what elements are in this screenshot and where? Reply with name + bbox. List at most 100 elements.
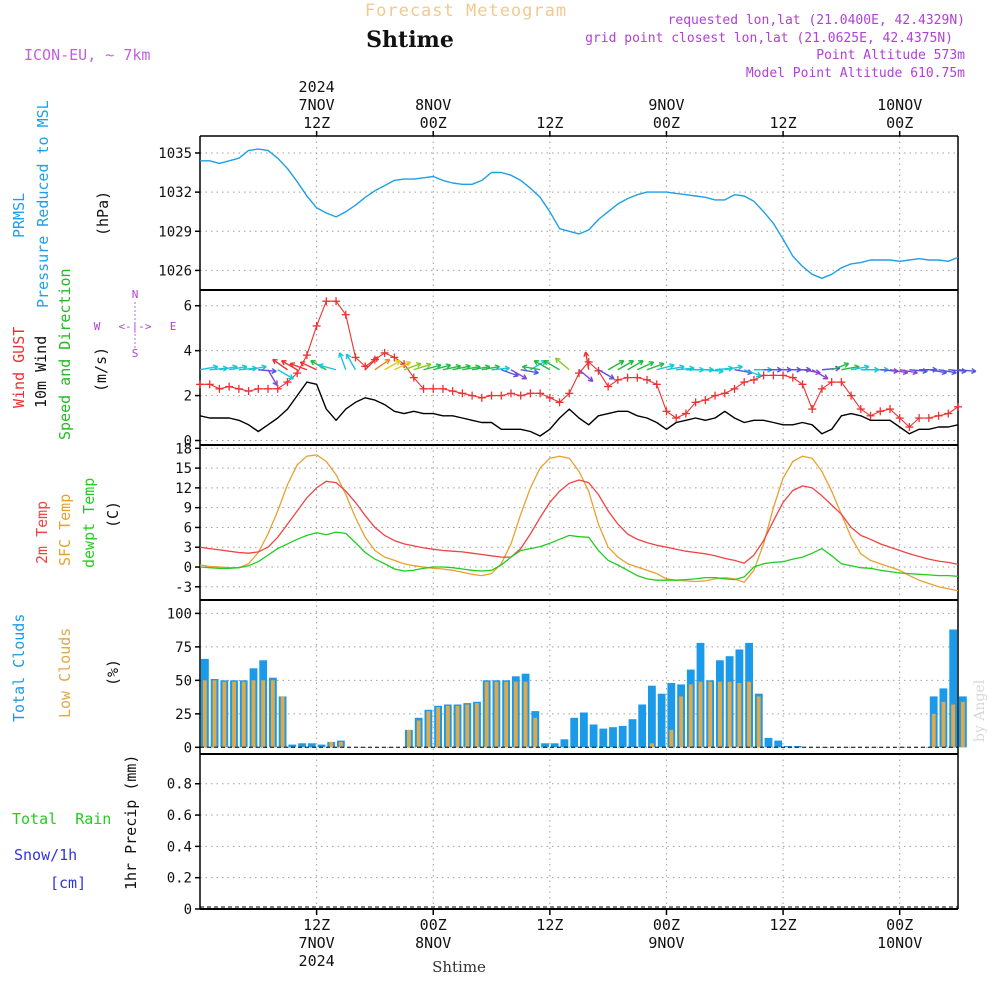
wind-gust-marker (438, 384, 447, 393)
wind-gust-marker (827, 378, 836, 387)
bottom-time-label: 12Z (536, 916, 563, 934)
wind-direction-arrow (831, 362, 850, 371)
wind-gust-marker (254, 384, 263, 393)
total-clouds-bar (550, 743, 559, 748)
low-clouds-bar (455, 705, 460, 748)
wind-10m-label: 10m Wind (32, 336, 50, 408)
wind-gust-marker (954, 402, 962, 411)
temp-ytick-label: -3 (175, 580, 192, 596)
total-clouds-bar (764, 737, 773, 748)
total-clouds-bar (580, 712, 588, 748)
wind-gust-marker (506, 389, 515, 398)
wind-ytick-label: 2 (184, 389, 192, 405)
signature: by Angel (972, 679, 988, 742)
snow-label: Snow/1h (14, 846, 77, 864)
wind-gust-marker (283, 378, 292, 387)
wind-direction-arrow (510, 369, 528, 380)
top-time-label: 12Z (770, 114, 797, 132)
precip-ytick-label: 0.2 (167, 871, 192, 887)
precip-ytick-label: 0.6 (167, 808, 192, 824)
pressure-panel: 1026 1029 1032 1035 (158, 135, 959, 290)
low-clouds-bar (951, 704, 956, 748)
wind-plot-area (200, 290, 958, 445)
total-clouds-bar (288, 744, 297, 748)
grid-point-coords: grid point closest lon,lat (21.0625E, 42… (585, 31, 953, 46)
low-clouds-bar (251, 680, 256, 748)
compass-n: N (132, 288, 139, 301)
wind-gust-marker (779, 371, 788, 380)
low-clouds-bar (445, 705, 450, 748)
total-clouds-label: Total Clouds (10, 614, 28, 722)
wind-gust-marker (584, 357, 593, 366)
wind-gust-marker (837, 378, 846, 387)
bottom-time-label: 10NOV (877, 934, 922, 952)
wind-gust-marker (856, 405, 865, 414)
temp-ytick-label: 15 (175, 461, 192, 477)
total-clouds-bar (793, 746, 802, 748)
low-clouds-bar (232, 681, 236, 748)
wind-gust-marker (613, 375, 622, 384)
wind-gust-marker (390, 353, 399, 362)
wind-10m-line (199, 381, 959, 437)
wind-gust-marker (604, 382, 613, 391)
wind-direction-label: Speed and Direction (56, 268, 74, 440)
wind-direction-arrow (280, 360, 298, 371)
temperature-panel: -3 0 3 6 9 12 15 18 (175, 441, 959, 600)
low-clouds-bar (222, 681, 227, 748)
wind-gust-marker (477, 393, 486, 402)
wind-gust-marker (876, 407, 885, 416)
wind-direction-arrow (318, 363, 337, 371)
clouds-plot-area (200, 600, 958, 754)
wind-gust-marker (225, 382, 234, 391)
wind-direction-arrow (345, 353, 357, 371)
wind-gust-marker (788, 373, 797, 382)
wind-gust-marker (701, 396, 710, 405)
pressure-ytick-label: 1035 (158, 146, 192, 162)
low-clouds-bar (241, 681, 246, 748)
temp-sfc-label: SFC Temp (56, 494, 74, 566)
top-time-label: 7NOV (299, 96, 335, 114)
total-clouds-bar (609, 727, 617, 748)
wind-gust-marker (429, 384, 438, 393)
top-time-label: 10NOV (877, 96, 922, 114)
clouds-ytick-label: 0 (184, 740, 192, 756)
wind-direction-arrow (811, 369, 829, 380)
wind-direction-arrow (258, 367, 277, 374)
low-clouds-bar (533, 717, 538, 748)
wind-gust-marker (915, 414, 924, 423)
wind-gust-marker (672, 414, 681, 423)
low-clouds-bar (484, 681, 489, 748)
pressure-ytick-label: 1029 (158, 224, 192, 240)
snow-unit-label: [cm] (50, 874, 86, 892)
wind-direction-arrow (403, 362, 422, 371)
wind-direction-arrow (598, 369, 615, 380)
wind-gust-marker (322, 297, 331, 306)
model-point-altitude: Model Point Altitude 610.75m (746, 66, 965, 81)
total-clouds-bar (541, 743, 549, 748)
bottom-time-label: 00Z (886, 916, 913, 934)
wind-gust-marker (234, 384, 243, 393)
wind-gust-marker (749, 375, 758, 384)
wind-gust-marker (633, 373, 642, 382)
wind-unit: (m/s) (92, 347, 110, 392)
wind-gust-marker (798, 380, 807, 389)
compass-s: S (132, 347, 139, 360)
wind-direction-arrow (267, 369, 278, 386)
wind-gust-marker (516, 391, 525, 400)
bottom-time-label: 2024 (299, 952, 335, 970)
clouds-ytick-label: 50 (175, 673, 192, 689)
wind-gust-marker (730, 384, 739, 393)
wind-gust-marker (866, 411, 875, 420)
point-altitude: Point Altitude 573m (816, 48, 965, 63)
low-clouds-bar (688, 684, 693, 748)
wind-gust-marker (341, 310, 350, 319)
temp-ytick-label: 12 (175, 481, 192, 497)
wind-gust-marker (380, 348, 389, 357)
wind-gust-marker (293, 369, 302, 378)
wind-gust-marker (885, 405, 894, 414)
temp-unit: (C) (104, 501, 122, 528)
wind-direction-arrow (384, 360, 401, 371)
wind-direction-arrow (299, 361, 317, 371)
